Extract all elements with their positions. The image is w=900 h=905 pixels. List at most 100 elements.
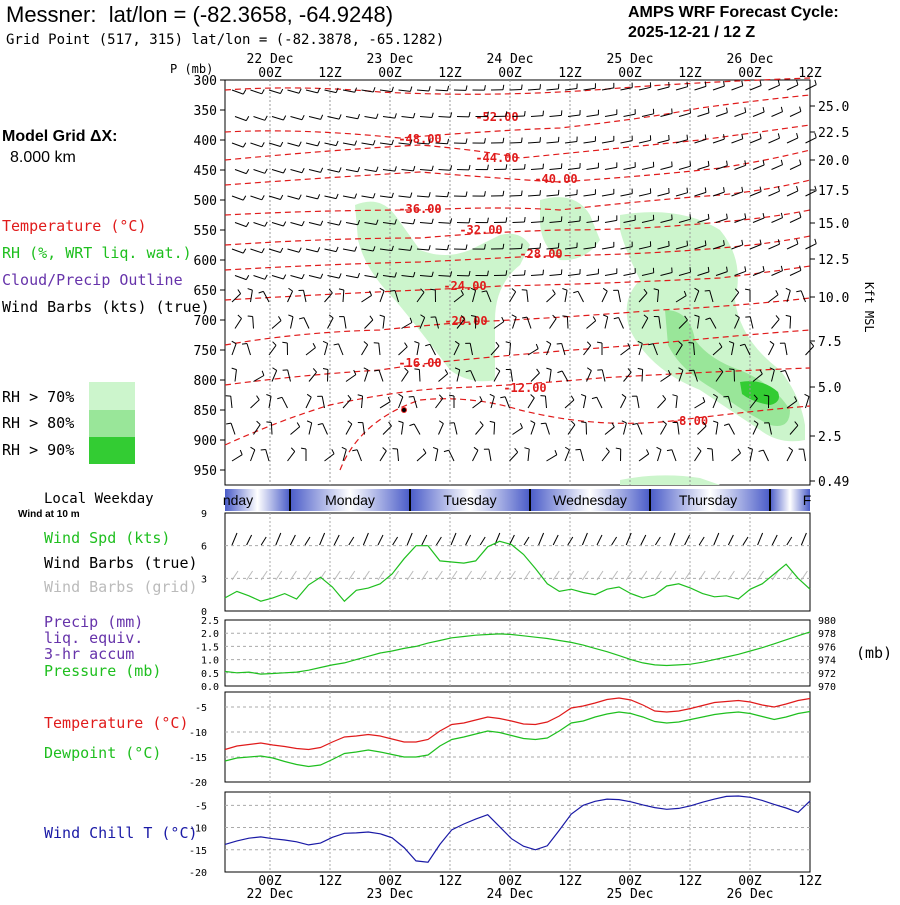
pressure-tick-label: 600 bbox=[194, 254, 217, 269]
wind-barb-staff bbox=[513, 275, 525, 276]
wind-barb-staff bbox=[513, 222, 525, 223]
wind-barb-flag bbox=[690, 108, 691, 113]
isotherm-label: -24.00 bbox=[443, 279, 486, 293]
wind-barb-flag bbox=[524, 270, 525, 275]
wind-panel-ytick: 9 bbox=[201, 509, 207, 520]
y-axis-title: P (mb) bbox=[170, 62, 213, 76]
top-time-label: 12Z bbox=[318, 66, 342, 81]
panel2-right-unit: (mb) bbox=[856, 644, 892, 662]
windchill-panel-frame bbox=[225, 792, 810, 872]
top-date-label: 25 Dec bbox=[607, 52, 654, 67]
temp-panel-ytick: -5 bbox=[195, 703, 207, 714]
wind-barb-flag bbox=[540, 137, 541, 142]
bottom-date-label: 25 Dec bbox=[607, 887, 654, 900]
kft-tick-label: 12.5 bbox=[818, 253, 849, 268]
temp-panel-ytick: -15 bbox=[189, 753, 207, 764]
pressure-panel-frame bbox=[225, 620, 810, 686]
pressure-tick-label: 900 bbox=[194, 434, 217, 449]
panel4-label-windchill: Wind Chill T (°C) bbox=[44, 824, 198, 842]
pressure-tick-label: 500 bbox=[194, 194, 217, 209]
wind-panel-ytick: 3 bbox=[201, 574, 207, 585]
pressure-tick-label: 850 bbox=[194, 404, 217, 419]
wind-barb-flag bbox=[687, 188, 688, 193]
pressure-tick-label: 700 bbox=[194, 314, 217, 329]
bottom-time-label: 12Z bbox=[558, 874, 582, 889]
wind-barb-flag bbox=[811, 342, 814, 346]
wind-barb-staff bbox=[271, 423, 272, 435]
isotherm-label: -8.00 bbox=[672, 414, 708, 428]
top-date-label: 22 Dec bbox=[247, 52, 294, 67]
wind-barb-flag bbox=[540, 243, 541, 248]
top-time-label: 00Z bbox=[618, 66, 642, 81]
pressure-tick-label: 300 bbox=[194, 74, 217, 89]
windchill-panel-ytick: -20 bbox=[189, 868, 207, 879]
pressure-tick-label: 750 bbox=[194, 344, 217, 359]
wind-barb-flag bbox=[409, 396, 414, 397]
pressure-tick-label: 800 bbox=[194, 374, 217, 389]
panel2-label-accum: 3-hr accum bbox=[44, 645, 134, 663]
kft-tick-label: 2.5 bbox=[818, 430, 841, 445]
isotherm-label: -28.00 bbox=[519, 247, 562, 261]
legend-rh70-swatch bbox=[89, 382, 135, 410]
wind-barb-flag bbox=[524, 217, 525, 222]
wind-barb-staff bbox=[513, 169, 525, 170]
top-time-label: 12Z bbox=[558, 66, 582, 81]
wind-barb-flag bbox=[543, 164, 544, 169]
pressure-tick-label: 650 bbox=[194, 284, 217, 299]
legend-rh90: RH > 90% bbox=[2, 441, 74, 459]
wind-barb-flag bbox=[541, 423, 546, 424]
wind-barb-flag bbox=[705, 240, 706, 245]
top-date-label: 24 Dec bbox=[487, 52, 534, 67]
legend-rh90-swatch bbox=[89, 437, 135, 464]
wind-barb-flag bbox=[543, 270, 544, 275]
kft-tick-label: 17.5 bbox=[818, 184, 849, 199]
pressure-tick-label: 450 bbox=[194, 164, 217, 179]
top-time-label: 00Z bbox=[378, 66, 402, 81]
wind-barb-staff bbox=[790, 317, 791, 329]
pressure-ytick: 974 bbox=[818, 656, 836, 667]
wind-barb-flag bbox=[521, 85, 522, 90]
wind-barb-staff bbox=[510, 195, 522, 196]
weekday-label: nday bbox=[223, 492, 253, 508]
legend-rh80: RH > 80% bbox=[2, 414, 74, 432]
bottom-time-label: 12Z bbox=[318, 874, 342, 889]
precip-ytick: 0.0 bbox=[201, 682, 219, 693]
station-latlon: lat/lon = (-82.3658, -64.9248) bbox=[109, 2, 393, 27]
panel1-label-speed: Wind Spd (kts) bbox=[44, 529, 170, 547]
wind-barb-flag bbox=[705, 81, 706, 86]
station-name: Messner: bbox=[6, 2, 96, 27]
wind-barb-flag bbox=[521, 244, 522, 249]
bottom-date-label: 24 Dec bbox=[487, 887, 534, 900]
wind-barb-flag bbox=[705, 134, 706, 139]
wind-barb-flag bbox=[248, 316, 253, 317]
grid-dx-label: Model Grid ΔX: bbox=[2, 128, 118, 146]
wind-barb-staff bbox=[419, 370, 420, 382]
kft-tick-label: 0.49 bbox=[818, 475, 849, 490]
kft-tick-label: 25.0 bbox=[818, 100, 849, 115]
pressure-tick-label: 350 bbox=[194, 104, 217, 119]
legend-wind: Wind Barbs (kts) (true) bbox=[2, 298, 210, 316]
isotherm-label: -32.00 bbox=[459, 223, 502, 237]
top-time-label: 12Z bbox=[438, 66, 462, 81]
kft-tick-label: 15.0 bbox=[818, 217, 849, 232]
pressure-ytick: 976 bbox=[818, 642, 836, 653]
top-time-label: 00Z bbox=[738, 66, 762, 81]
windchill-panel-ytick: -5 bbox=[195, 801, 207, 812]
wind-barb-flag bbox=[524, 164, 525, 169]
top-time-label: 12Z bbox=[678, 66, 702, 81]
wind-barb-flag bbox=[705, 290, 710, 291]
legend-rh: RH (%, WRT liq. wat.) bbox=[2, 244, 192, 262]
pressure-tick-label: 550 bbox=[194, 224, 217, 239]
bottom-time-label: 12Z bbox=[798, 874, 822, 889]
wind-barb-flag bbox=[690, 267, 691, 272]
wind-barb-flag bbox=[581, 422, 586, 423]
isotherm-label: -12.00 bbox=[503, 381, 546, 395]
pressure-tick-label: 400 bbox=[194, 134, 217, 149]
wind-barb-flag bbox=[543, 217, 544, 222]
legend-cloud: Cloud/Precip Outline bbox=[2, 271, 183, 289]
top-date-label: 26 Dec bbox=[727, 52, 774, 67]
panel1-label-grid: Wind Barbs (grid) bbox=[44, 578, 198, 596]
wind-barb-flag bbox=[562, 316, 567, 317]
forecast-cycle-label: AMPS WRF Forecast Cycle: bbox=[628, 4, 839, 22]
